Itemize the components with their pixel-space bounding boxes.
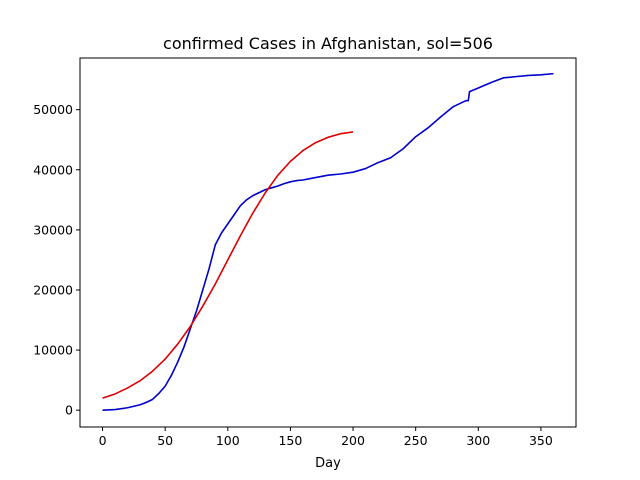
series-line-2 — [102, 131, 354, 399]
y-tick-label: 50000 — [33, 102, 73, 117]
y-tick-label: 30000 — [33, 222, 73, 237]
y-tick-label: 20000 — [33, 282, 73, 297]
y-tick-label: 10000 — [33, 343, 73, 358]
x-axis-label: Day — [315, 456, 341, 471]
x-tick-label: 0 — [99, 433, 107, 448]
plot-area-frame — [79, 57, 577, 428]
x-tick-label: 150 — [278, 433, 302, 448]
chart-title: confirmed Cases in Afghanistan, sol=506 — [163, 34, 493, 53]
y-tick-label: 40000 — [33, 162, 73, 177]
x-tick-label: 350 — [529, 433, 553, 448]
y-tick-label: 0 — [65, 403, 73, 418]
x-tick-label: 200 — [341, 433, 365, 448]
series-layer — [102, 72, 554, 411]
x-tick-label: 250 — [404, 433, 428, 448]
tick-layer: 0 50 100 150 200 250 300 350 0 10000 20000 30000 400… — [33, 102, 553, 448]
x-tick-label: 300 — [466, 433, 490, 448]
x-tick-label: 50 — [157, 433, 173, 448]
x-tick-label: 100 — [216, 433, 240, 448]
series-line-1 — [102, 72, 554, 411]
